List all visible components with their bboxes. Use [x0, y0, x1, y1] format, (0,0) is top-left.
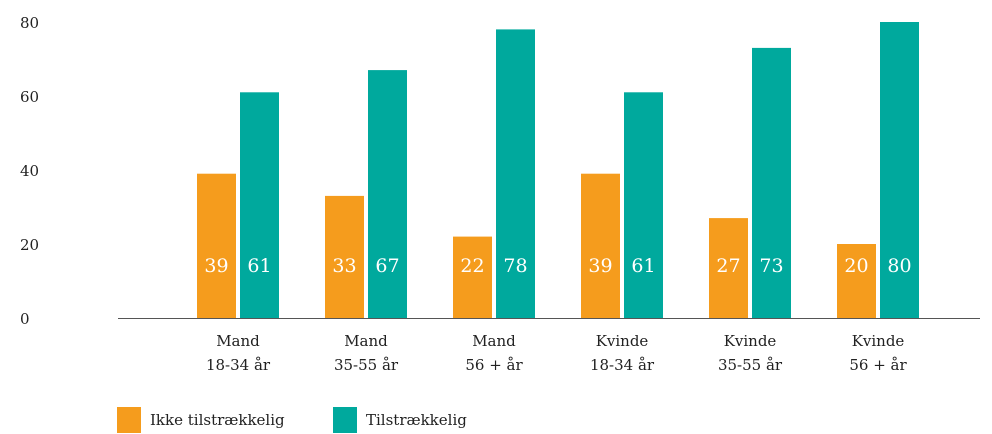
x-tick-label: Mand [216, 332, 260, 350]
data-label: 27 [716, 255, 740, 277]
bar [837, 244, 876, 318]
data-label: 39 [588, 255, 612, 277]
legend-label: Tilstrækkelig [366, 411, 467, 429]
y-tick-label: 20 [20, 236, 39, 254]
x-tick-label: 18-34 år [590, 356, 655, 374]
bar [752, 47, 791, 319]
x-tick-label: Mand [472, 332, 516, 350]
x-tick-label: Kvinde [596, 332, 649, 350]
x-tick-label: 56 + år [849, 356, 907, 374]
bar [624, 92, 663, 318]
x-tick-label: Mand [344, 332, 388, 350]
y-tick-label: 0 [20, 310, 30, 328]
bar [496, 29, 535, 319]
data-label: 22 [460, 255, 484, 277]
legend-swatch [333, 407, 357, 433]
bar [368, 70, 407, 318]
data-label: 33 [332, 255, 356, 277]
y-tick-label: 40 [20, 162, 39, 180]
x-tick-label: Kvinde [724, 332, 777, 350]
data-label: 20 [844, 255, 868, 277]
bar [325, 195, 364, 318]
data-label: 67 [375, 255, 399, 277]
x-tick-label: 56 + år [465, 356, 523, 374]
data-label: 78 [503, 255, 527, 277]
legend-swatch [117, 407, 141, 433]
x-tick-label: Kvinde [852, 332, 905, 350]
x-tick-label: 35-55 år [718, 356, 783, 374]
bar [880, 22, 919, 318]
data-label: 73 [759, 255, 783, 277]
y-tick-label: 60 [20, 88, 39, 106]
data-label: 39 [204, 255, 228, 277]
data-label: 61 [247, 255, 271, 277]
bar [453, 236, 492, 318]
x-tick-label: 18-34 år [206, 356, 271, 374]
bar [581, 173, 620, 318]
data-label: 80 [887, 255, 911, 277]
data-label: 61 [631, 255, 655, 277]
legend-label: Ikke tilstrækkelig [150, 411, 285, 429]
bar [240, 92, 279, 318]
y-tick-label: 80 [20, 14, 39, 32]
bar [709, 218, 748, 318]
x-tick-label: 35-55 år [334, 356, 399, 374]
bar [197, 173, 236, 318]
